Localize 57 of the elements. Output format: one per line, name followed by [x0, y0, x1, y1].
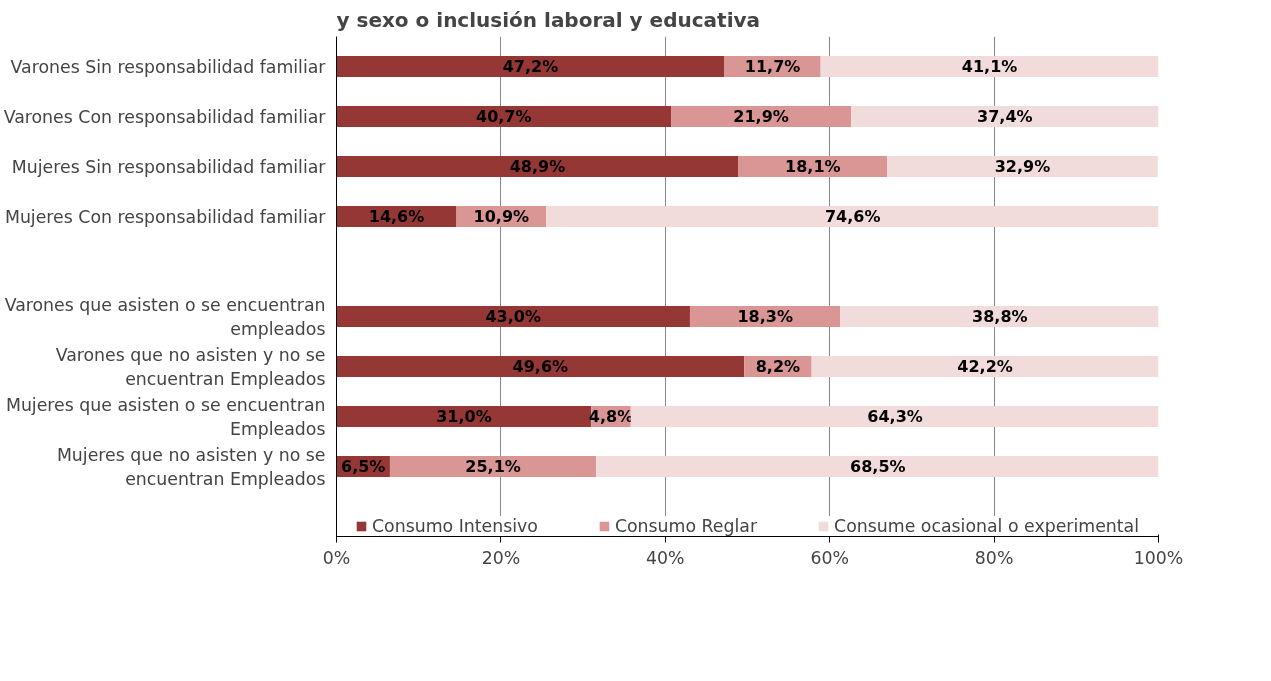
- data-label: 10,9%: [473, 207, 530, 226]
- data-label: 40,7%: [476, 107, 532, 126]
- data-label: 37,4%: [977, 107, 1033, 126]
- data-label: 43,0%: [485, 307, 541, 326]
- bar: [336, 56, 725, 77]
- data-label: 25,1%: [465, 457, 521, 476]
- x-tick-label: 100%: [1133, 547, 1184, 568]
- bar: [546, 206, 1159, 227]
- data-label: 48,9%: [509, 157, 566, 176]
- bar: [596, 456, 1159, 477]
- bar: [811, 356, 1159, 377]
- bar: [840, 306, 1159, 327]
- bar: [851, 106, 1159, 127]
- data-label: 21,9%: [733, 107, 789, 126]
- x-tick-label: 60%: [810, 547, 849, 568]
- x-tick-label: 0%: [322, 547, 351, 568]
- bar: [820, 56, 1159, 77]
- data-label: 32,9%: [994, 157, 1051, 176]
- data-label: 42,2%: [957, 357, 1013, 376]
- bar: [671, 106, 852, 127]
- data-label: 31,0%: [436, 407, 492, 426]
- data-label: 8,2%: [755, 357, 801, 376]
- y-tick-label: Varones Sin responsabilidad familiar: [10, 56, 327, 77]
- data-label: 11,7%: [744, 57, 801, 76]
- x-tick-label: 40%: [646, 547, 685, 568]
- data-label: 68,5%: [850, 457, 906, 476]
- bar: [630, 406, 1159, 427]
- y-tick-label: Mujeres que asisten o se encuentran Empleados: [5, 394, 326, 439]
- data-label: 41,1%: [961, 57, 1018, 76]
- y-tick-label: Mujeres Con responsabilidad familiar: [4, 206, 327, 227]
- legend-label: Consumo Intensivo: [371, 516, 538, 536]
- bar: [336, 156, 739, 177]
- bar: [336, 306, 690, 327]
- bar: [389, 456, 597, 477]
- data-label: 18,1%: [785, 157, 841, 176]
- x-tick-label: 80%: [974, 547, 1014, 568]
- y-tick-label: Mujeres Sin responsabilidad familiar: [11, 156, 327, 177]
- data-label: 47,2%: [502, 57, 559, 76]
- data-label: 18,3%: [737, 307, 793, 326]
- data-label: 6,5%: [341, 457, 386, 476]
- y-tick-label: Varones que asisten o se encuentran empleados: [4, 294, 326, 339]
- data-label: 4,8%: [588, 407, 634, 426]
- data-label: 49,6%: [512, 357, 569, 376]
- data-label: 38,8%: [972, 307, 1028, 326]
- data-label: 14,6%: [368, 207, 425, 226]
- y-tick-label: Varones que no asisten y no se encuentran Empleados: [55, 344, 326, 389]
- x-tick-label: 20%: [481, 547, 521, 568]
- y-tick-label: Mujeres que no asisten y no se encuentran Empleados: [56, 444, 326, 489]
- data-label: 74,6%: [824, 207, 881, 226]
- data-label: 64,3%: [867, 407, 923, 426]
- legend-label: Consumo Reglar: [614, 516, 758, 536]
- y-tick-label: Varones Con responsabilidad familiar: [3, 106, 327, 127]
- chart-title: y sexo o inclusión laboral y educativa: [336, 7, 761, 32]
- bar: [336, 106, 672, 127]
- legend-label: Consume ocasional o experimental: [834, 516, 1140, 536]
- bar: [887, 156, 1158, 177]
- bar: [336, 356, 745, 377]
